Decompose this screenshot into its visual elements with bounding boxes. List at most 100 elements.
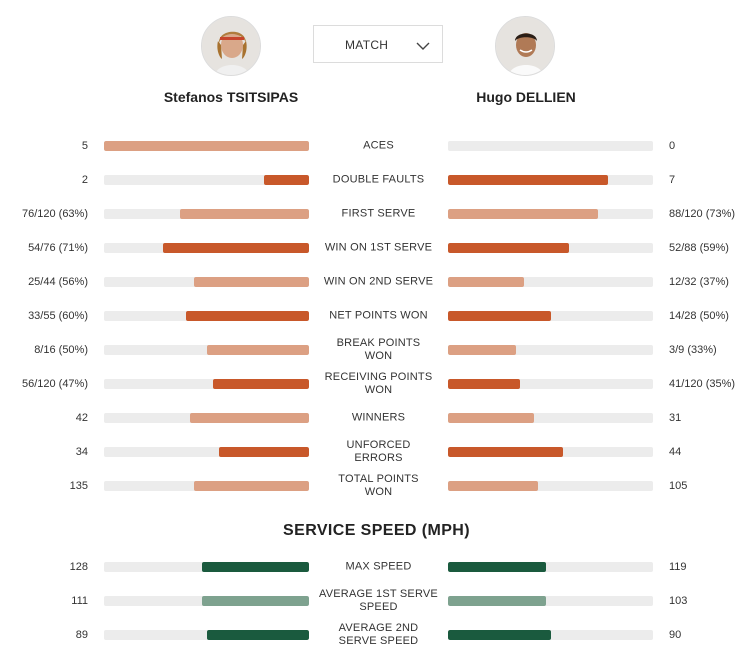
stat-label: TOTAL POINTS WON — [338, 473, 419, 498]
stat-row: 89 AVERAGE 2ND SERVE SPEED 90 — [0, 618, 753, 652]
stat-right-bar — [448, 481, 653, 491]
stat-left-bar — [104, 311, 309, 321]
stat-label: AVERAGE 1ST SERVE SPEED — [319, 588, 438, 613]
stat-label: BREAK POINTS WON — [336, 337, 421, 362]
stat-right-value: 3/9 (33%) — [669, 344, 717, 356]
stat-left-bar-fill — [218, 447, 309, 457]
stat-right-value: 41/120 (35%) — [669, 378, 736, 390]
stat-right-bar-fill — [448, 311, 551, 321]
stat-left-bar — [104, 243, 309, 253]
player1-avatar — [201, 16, 261, 76]
stat-label: ACES — [363, 139, 394, 152]
stat-right-bar — [448, 277, 653, 287]
stat-right-value: 0 — [669, 140, 676, 152]
stat-left-bar — [104, 379, 309, 389]
stat-left-value: 56/120 (47%) — [21, 378, 88, 390]
stat-left-bar — [104, 596, 309, 606]
stat-left-bar-fill — [194, 277, 309, 287]
stat-right-value: 44 — [669, 446, 682, 458]
stat-row: 135 TOTAL POINTS WON 105 — [0, 469, 753, 503]
stat-left-value: 54/76 (71%) — [28, 242, 88, 254]
stat-left-bar-fill — [206, 630, 309, 640]
stat-label: WIN ON 1ST SERVE — [324, 241, 433, 254]
stat-right-value: 7 — [669, 174, 676, 186]
stat-row: 128 MAX SPEED 119 — [0, 550, 753, 584]
stat-left-bar — [104, 345, 309, 355]
stat-left-bar — [104, 141, 309, 151]
stat-right-value: 103 — [669, 595, 688, 607]
stat-label: RECEIVING POINTS WON — [324, 371, 433, 396]
stat-right-bar — [448, 209, 653, 219]
stat-right-bar-fill — [448, 243, 569, 253]
stat-row: 76/120 (63%) FIRST SERVE 88/120 (73%) — [0, 197, 753, 231]
stat-left-bar-fill — [194, 481, 309, 491]
stat-right-bar — [448, 379, 653, 389]
stat-row: 111 AVERAGE 1ST SERVE SPEED 103 — [0, 584, 753, 618]
stat-right-bar-fill — [448, 345, 516, 355]
stat-right-value: 90 — [669, 629, 682, 641]
stat-left-bar — [104, 447, 309, 457]
stat-label: WIN ON 2ND SERVE — [323, 275, 434, 288]
stat-right-bar — [448, 596, 653, 606]
player1-name: Stefanos TSITSIPAS — [163, 89, 299, 105]
stat-left-bar-fill — [104, 141, 309, 151]
stat-right-bar-fill — [448, 596, 547, 606]
stat-left-bar-fill — [163, 243, 309, 253]
stat-right-value: 105 — [669, 480, 688, 492]
service-speed-title: SERVICE SPEED (MPH) — [283, 522, 470, 539]
stat-right-value: 119 — [669, 561, 687, 573]
player1-photo-icon — [202, 17, 260, 75]
stat-left-value: 128 — [69, 561, 88, 573]
stat-left-bar-fill — [263, 175, 309, 185]
stat-row: 33/55 (60%) NET POINTS WON 14/28 (50%) — [0, 299, 753, 333]
stat-right-bar — [448, 243, 653, 253]
match-select[interactable]: MATCH — [313, 25, 443, 63]
stat-left-bar — [104, 175, 309, 185]
stat-right-value: 52/88 (59%) — [669, 242, 729, 254]
player2-photo-icon — [496, 17, 554, 75]
stat-left-bar — [104, 413, 309, 423]
stat-left-bar-fill — [179, 209, 309, 219]
stat-row: 54/76 (71%) WIN ON 1ST SERVE 52/88 (59%) — [0, 231, 753, 265]
stat-label: DOUBLE FAULTS — [332, 173, 425, 186]
stat-right-bar — [448, 562, 653, 572]
match-select-label: MATCH — [345, 38, 389, 52]
stat-label: FIRST SERVE — [341, 207, 416, 220]
stat-left-value: 33/55 (60%) — [28, 310, 88, 322]
stat-right-bar — [448, 345, 653, 355]
stat-right-bar-fill — [448, 562, 547, 572]
stat-right-bar-fill — [448, 481, 539, 491]
stat-right-bar — [448, 175, 653, 185]
stat-right-bar-fill — [448, 209, 598, 219]
stat-right-value: 14/28 (50%) — [669, 310, 729, 322]
stat-left-bar — [104, 209, 309, 219]
stat-right-bar-fill — [448, 630, 551, 640]
stat-row: 2 DOUBLE FAULTS 7 — [0, 163, 753, 197]
stat-left-value: 42 — [75, 412, 88, 424]
stat-right-bar-fill — [448, 277, 524, 287]
stat-left-bar-fill — [206, 345, 309, 355]
stat-left-bar-fill — [202, 562, 309, 572]
stat-label: AVERAGE 2ND SERVE SPEED — [338, 622, 419, 647]
stat-right-value: 31 — [669, 412, 682, 424]
stat-right-bar — [448, 630, 653, 640]
player2-avatar — [495, 16, 555, 76]
stat-left-bar-fill — [190, 413, 309, 423]
stat-left-bar — [104, 630, 309, 640]
stat-left-value: 135 — [69, 480, 88, 492]
stat-right-value: 12/32 (37%) — [669, 276, 729, 288]
stat-left-value: 5 — [81, 140, 88, 152]
stat-right-bar-fill — [448, 413, 535, 423]
match-header: MATCH Stefanos TSITSIPAS Hugo DELLIEN — [0, 0, 753, 110]
stat-right-bar-fill — [448, 379, 520, 389]
stat-right-bar — [448, 311, 653, 321]
stat-left-value: 111 — [71, 595, 88, 607]
stat-left-bar-fill — [202, 596, 309, 606]
chevron-down-icon — [416, 38, 430, 56]
stat-right-value: 88/120 (73%) — [669, 208, 736, 220]
stat-label: NET POINTS WON — [329, 309, 428, 322]
stat-left-bar-fill — [212, 379, 309, 389]
stat-left-value: 8/16 (50%) — [34, 344, 88, 356]
stat-row: 56/120 (47%) RECEIVING POINTS WON 41/120 (… — [0, 367, 753, 401]
stat-left-bar — [104, 277, 309, 287]
